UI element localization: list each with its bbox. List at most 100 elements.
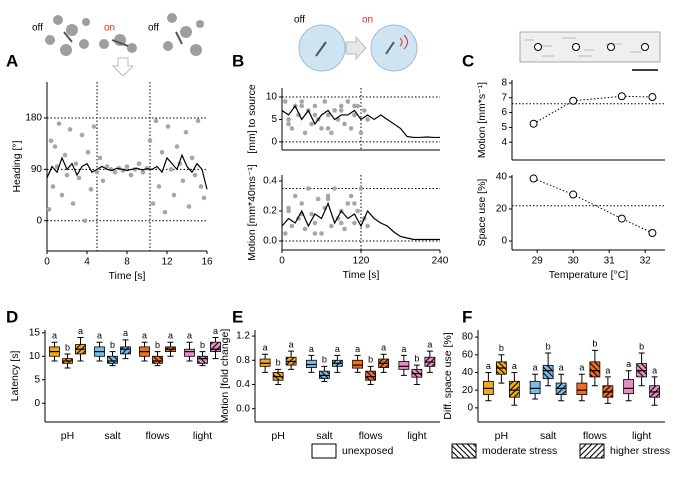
- scatter-point: [289, 126, 295, 131]
- scatter-point: [50, 184, 56, 189]
- whisker: [532, 393, 539, 400]
- significance-letter: a: [187, 331, 192, 341]
- y-tick-label: 0.4: [263, 176, 277, 187]
- x-tick-label: light: [632, 430, 651, 442]
- y-tick-label: 0: [36, 215, 42, 226]
- significance-letter: a: [579, 363, 584, 373]
- x-tick-label: flows: [146, 430, 170, 442]
- scatter-point: [282, 231, 288, 236]
- whisker: [426, 350, 433, 358]
- whisker: [199, 351, 206, 357]
- whisker: [578, 394, 585, 402]
- whisker: [638, 376, 645, 387]
- whisker: [122, 353, 129, 360]
- y-tick-label: 20: [462, 385, 474, 396]
- whisker: [109, 351, 116, 357]
- scatter-point: [88, 187, 94, 192]
- scatter-point: [355, 208, 361, 214]
- icon-a: [45, 13, 204, 77]
- y-tick-label: 0: [467, 402, 473, 413]
- significance-letter: b: [639, 341, 644, 351]
- x-axis-label: Temperature [°C]: [549, 269, 629, 281]
- significance-letter: b: [499, 343, 504, 353]
- scatter-point: [174, 144, 180, 149]
- box: [398, 361, 410, 370]
- box: [305, 359, 317, 368]
- whisker: [498, 354, 505, 362]
- data-point: [529, 174, 538, 183]
- scatter-point: [352, 112, 357, 118]
- whisker: [625, 370, 632, 380]
- whisker: [625, 393, 632, 402]
- significance-letter: b: [414, 353, 419, 363]
- whisker: [485, 371, 492, 382]
- whisker: [511, 371, 518, 382]
- scatter-point: [348, 126, 354, 131]
- y-axis-label: Heading [°]: [11, 140, 23, 192]
- scatter-point: [153, 118, 159, 124]
- whisker: [64, 353, 71, 359]
- whisker: [578, 373, 585, 384]
- scatter-point: [73, 161, 79, 166]
- y-tick-label: 90: [31, 164, 43, 175]
- scatter-point: [147, 138, 153, 144]
- whisker: [426, 366, 433, 373]
- icon-b: [298, 24, 418, 72]
- box: [152, 355, 163, 364]
- scatter-point: [312, 231, 318, 236]
- scatter-point: [70, 201, 76, 206]
- y-tick-label: 40: [462, 367, 474, 378]
- significance-letter: a: [168, 331, 173, 341]
- significance-letter: a: [652, 365, 657, 375]
- x-tick-label: pH: [495, 430, 508, 442]
- whisker: [186, 356, 193, 362]
- significance-letter: a: [309, 344, 314, 354]
- box: [259, 358, 271, 367]
- scatter-point: [97, 155, 103, 161]
- y-tick-label: 5: [501, 122, 507, 133]
- scatter-point: [150, 201, 156, 206]
- icon-label: off: [32, 23, 43, 34]
- y-axis-label: Motion [fold change]: [219, 329, 231, 424]
- scatter-point: [299, 99, 305, 104]
- y-axis-label: Latency [s]: [9, 351, 21, 402]
- whisker: [308, 354, 315, 361]
- scatter-point: [52, 144, 58, 149]
- scatter-point: [91, 124, 97, 129]
- y-tick-label: 5: [34, 374, 40, 385]
- scatter-point: [124, 164, 130, 169]
- scatter-point: [201, 195, 207, 201]
- significance-letter: a: [78, 326, 83, 336]
- scatter-point: [325, 126, 331, 131]
- whisker: [367, 365, 374, 372]
- y-tick-label: 0.2: [263, 206, 277, 217]
- icon-label: on: [362, 15, 373, 26]
- whisker: [591, 376, 598, 387]
- legend-label: higher stress: [610, 445, 670, 457]
- scatter-point: [302, 226, 308, 232]
- whisker: [545, 378, 552, 387]
- x-tick-label: 30: [568, 256, 580, 267]
- x-tick-label: 8: [124, 257, 130, 268]
- significance-letter: a: [263, 343, 268, 353]
- scatter-point: [345, 201, 351, 206]
- scatter-point: [156, 184, 162, 189]
- scatter-point: [64, 172, 70, 178]
- scatter-point: [292, 193, 298, 199]
- whisker: [334, 366, 341, 373]
- whisker: [367, 380, 374, 385]
- data-point: [648, 93, 657, 102]
- y-tick-label: 0: [34, 398, 40, 409]
- data-line: [533, 178, 653, 234]
- scatter-point: [319, 126, 324, 131]
- scatter-point: [315, 196, 321, 202]
- whisker: [604, 376, 611, 386]
- significance-letter: a: [381, 343, 386, 353]
- panel-label: C: [462, 51, 474, 70]
- scatter-point: [312, 220, 318, 226]
- significance-letter: a: [605, 365, 610, 375]
- scatter-point: [198, 184, 204, 189]
- whisker: [64, 363, 71, 369]
